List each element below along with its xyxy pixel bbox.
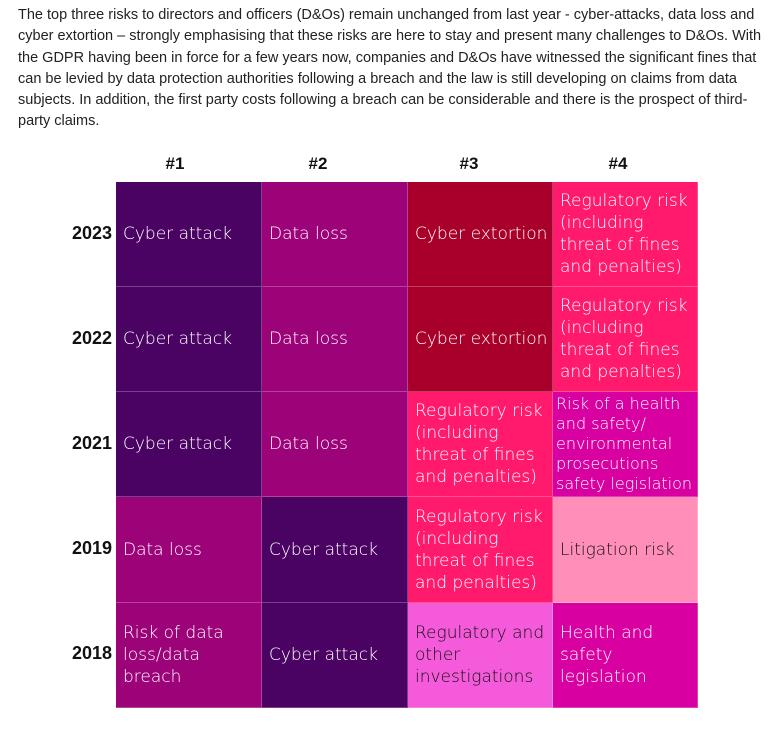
cell-2018-3: Regulatory and other investigations <box>408 603 553 708</box>
year-label-2023: 2023 <box>71 223 112 243</box>
cell-2021-4: Risk of a health and safety/ environment… <box>553 392 698 497</box>
intro-paragraph: The top three risks to directors and off… <box>18 7 762 130</box>
cell-2021-3: Regulatory risk (including threat of fin… <box>408 392 553 497</box>
year-label-2018: 2018 <box>71 643 112 663</box>
cell-2023-1: Cyber attack <box>116 182 262 287</box>
year-label-2022: 2022 <box>71 328 112 348</box>
cell-2023-2: Data loss <box>262 182 408 287</box>
year-label-2019: 2019 <box>71 538 112 558</box>
cell-2018-1: Risk of data loss/data breach <box>116 603 262 708</box>
cell-2019-2: Cyber attack <box>262 497 408 603</box>
cell-2019-4: Litigation risk <box>553 497 698 603</box>
cell-2022-3: Cyber extortion <box>408 287 553 392</box>
column-header-4: #4 <box>608 154 628 173</box>
cell-2021-2: Data loss <box>262 392 408 497</box>
column-header-3: #3 <box>459 154 479 173</box>
cell-2023-4: Regulatory risk (including threat of fin… <box>553 182 698 287</box>
cell-2019-1: Data loss <box>116 497 262 603</box>
cell-2018-4: Health and safety legislation <box>553 603 698 708</box>
cell-2022-4: Regulatory risk (including threat of fin… <box>553 287 698 392</box>
cell-2019-3: Regulatory risk (including threat of fin… <box>408 497 553 603</box>
cell-2022-1: Cyber attack <box>116 287 262 392</box>
column-header-2: #2 <box>308 154 328 173</box>
year-label-2021: 2021 <box>71 433 112 453</box>
column-header-1: #1 <box>165 154 185 173</box>
cell-2022-2: Data loss <box>262 287 408 392</box>
cell-2023-3: Cyber extortion <box>408 182 553 287</box>
cell-2021-1: Cyber attack <box>116 392 262 497</box>
risk-grid: Cyber attack Data loss Cyber extortion R… <box>116 182 698 708</box>
cell-2018-2: Cyber attack <box>262 603 408 708</box>
